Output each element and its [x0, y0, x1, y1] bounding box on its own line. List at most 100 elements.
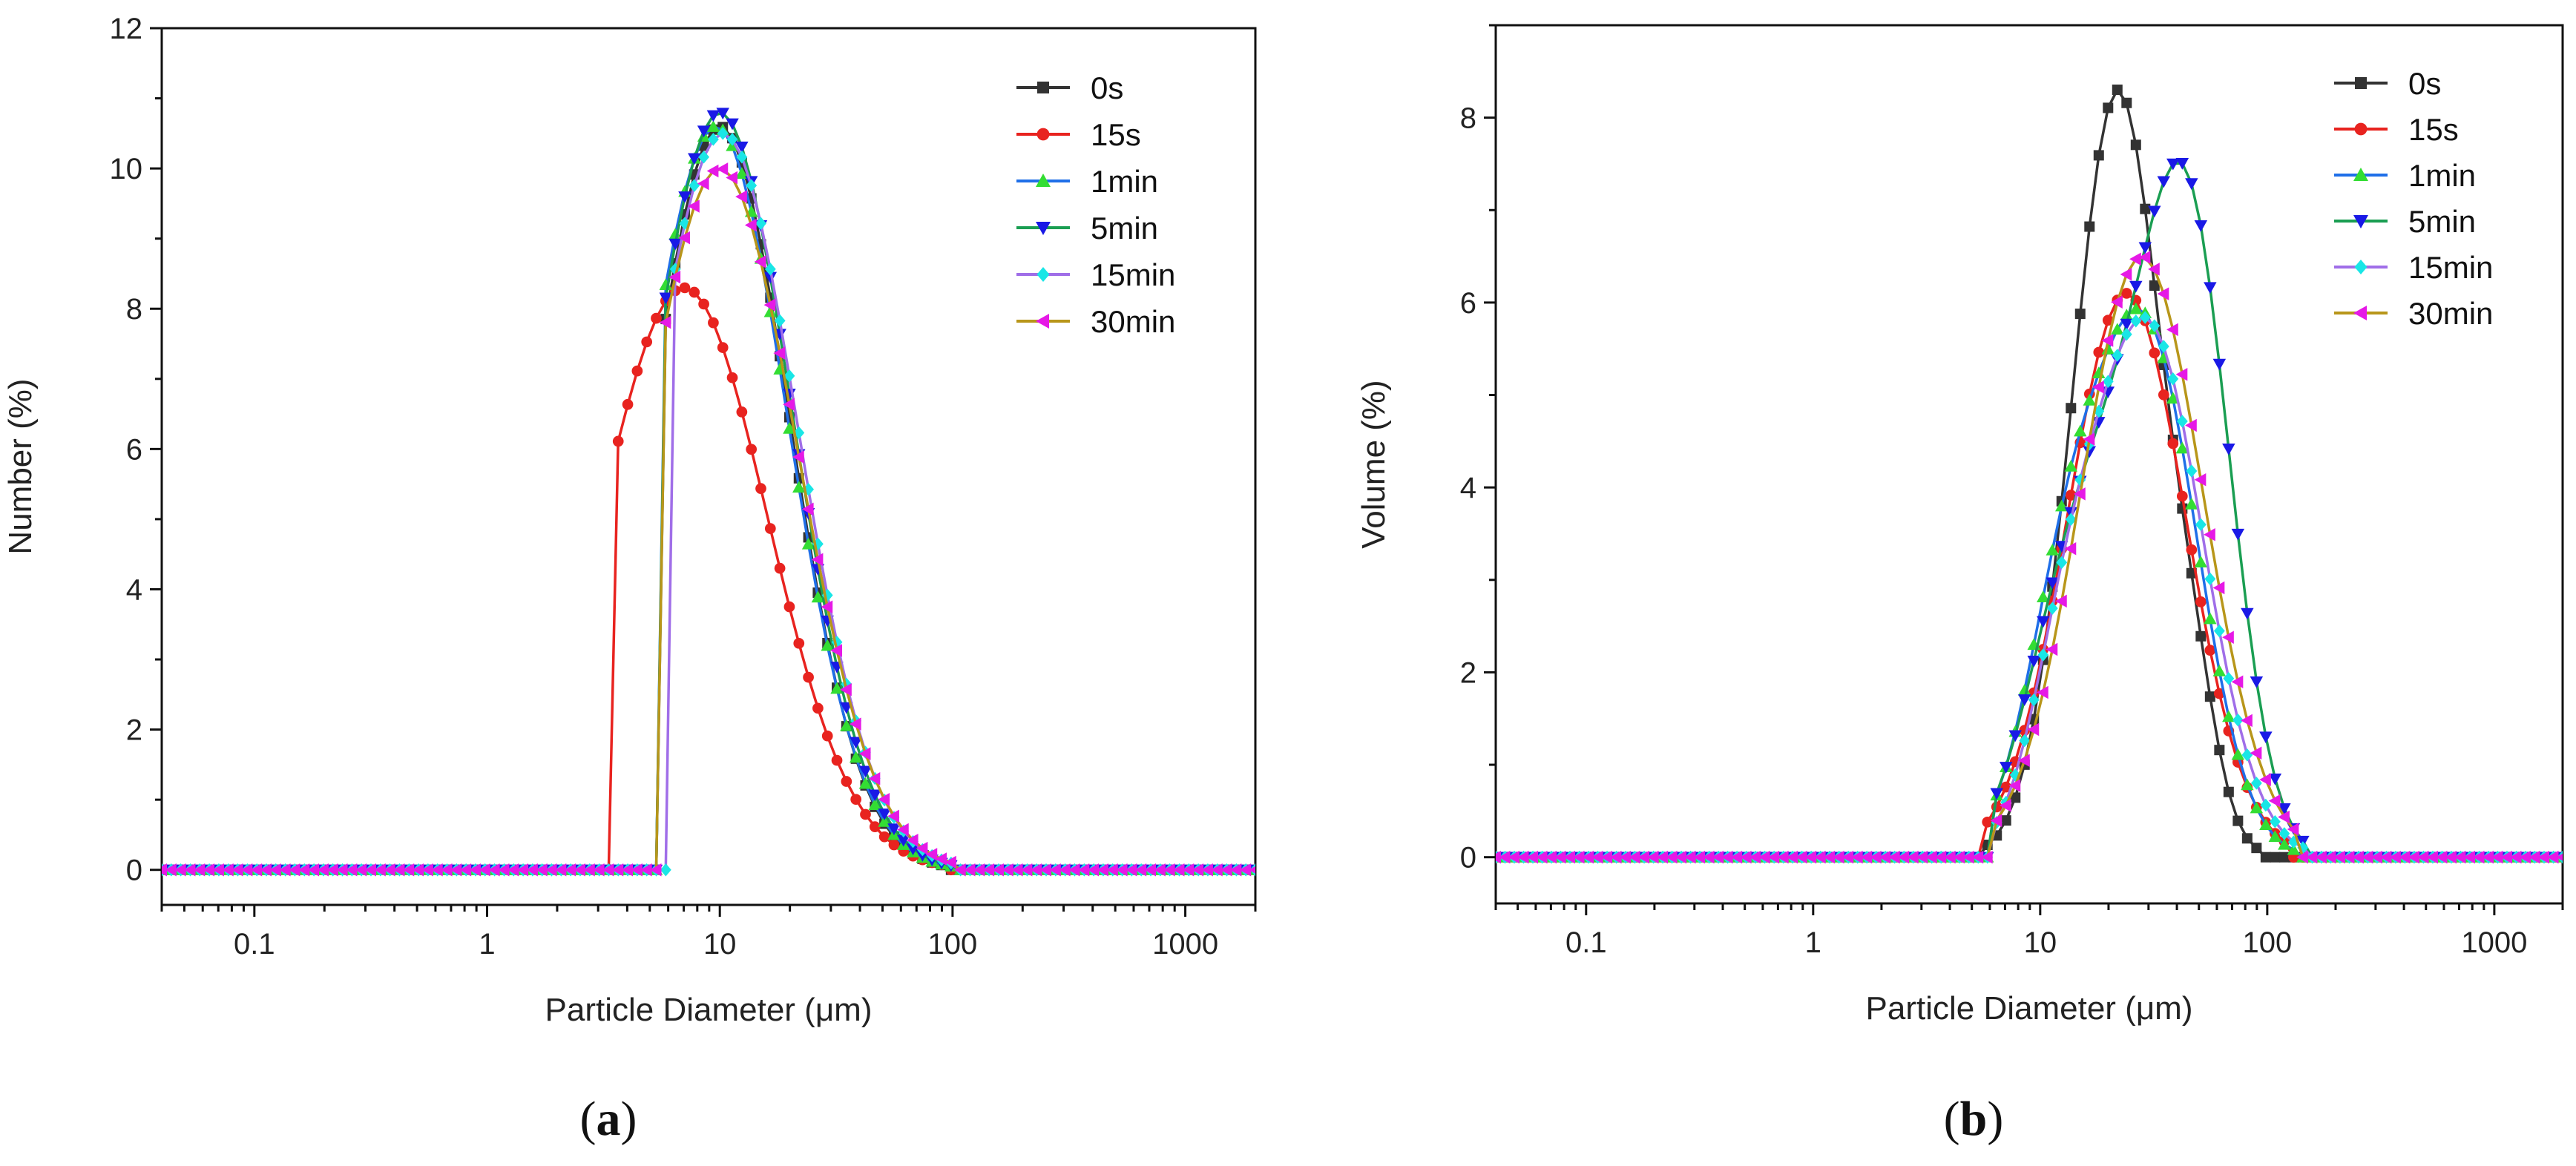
data-point-30min [231, 863, 243, 877]
data-point-30min [1804, 850, 1817, 864]
data-point-5min [1990, 788, 2003, 800]
data-point-30min [1832, 850, 1844, 864]
data-point-30min [668, 270, 681, 284]
data-point-15s [764, 523, 776, 534]
y-tick-label: 6 [1460, 287, 1476, 320]
data-point-1min [2212, 664, 2227, 676]
data-point-30min [1962, 850, 1974, 864]
data-point-5min [849, 737, 863, 749]
data-point-15s [2204, 645, 2216, 656]
data-point-1min [706, 120, 720, 132]
series-line-15s [162, 286, 1255, 872]
data-point-30min [640, 863, 652, 877]
y-tick-label: 4 [1460, 472, 1476, 504]
data-point-15min [2120, 328, 2132, 341]
data-point-30min [2509, 850, 2522, 864]
data-point-15min [717, 127, 729, 140]
data-point-30min [1749, 850, 1761, 864]
data-point-30min [944, 855, 956, 869]
data-point-30min [1721, 850, 1733, 864]
data-point-30min [1916, 850, 1928, 864]
data-point-15s [698, 298, 709, 310]
data-point-30min [2212, 581, 2225, 595]
data-point-30min [1097, 863, 1108, 877]
data-point-15s [689, 286, 700, 298]
data-point-30min [1609, 850, 1622, 864]
data-point-30min [1841, 850, 1854, 864]
data-point-30min [2472, 850, 2485, 864]
data-point-30min [1730, 850, 1743, 864]
data-point-30min [364, 863, 376, 877]
data-point-15min [689, 179, 700, 192]
data-point-30min [554, 863, 567, 877]
data-point-30min [2305, 850, 2318, 864]
data-point-30min [935, 852, 947, 866]
data-point-30min [1572, 850, 1585, 864]
data-point-15s [831, 754, 843, 766]
data-point-5min [2185, 178, 2198, 191]
data-point-30min [1163, 863, 1175, 877]
data-point-0s [2010, 792, 2021, 803]
data-point-30min [193, 863, 206, 877]
data-point-15min [698, 150, 710, 164]
data-point-30min [1134, 863, 1147, 877]
y-tick-label: 4 [126, 573, 142, 606]
data-point-15min [2149, 319, 2161, 332]
data-point-0s [2223, 786, 2234, 797]
data-point-0s [2260, 852, 2271, 863]
data-point-30min [1675, 850, 1687, 864]
data-point-30min [688, 200, 700, 213]
data-point-30min [2101, 334, 2114, 347]
legend-label-15min: 15min [2408, 250, 2493, 285]
data-point-30min [2231, 675, 2244, 689]
data-point-30min [773, 346, 786, 360]
data-point-30min [744, 218, 757, 232]
data-point-15s [708, 317, 719, 329]
data-point-1min [2231, 748, 2245, 760]
data-point-30min [2185, 418, 2197, 432]
data-point-30min [307, 863, 320, 877]
data-point-1min [2259, 818, 2273, 831]
y-tick-label: 0 [1460, 842, 1476, 874]
data-point-15min [726, 133, 738, 146]
data-point-30min [2491, 850, 2503, 864]
data-point-30min [1563, 850, 1576, 864]
y-tick-label: 6 [126, 433, 142, 466]
data-point-30min [1182, 863, 1195, 877]
data-point-15min [2019, 734, 2031, 748]
data-point-1min [668, 228, 682, 240]
data-point-30min [2519, 850, 2531, 864]
data-point-30min [735, 190, 747, 203]
data-point-15s [774, 562, 786, 574]
panel-label-a: (a) [580, 1092, 637, 1146]
legend-label-5min: 5min [2408, 204, 2476, 239]
data-point-30min [849, 717, 861, 731]
data-point-5min [2166, 158, 2180, 171]
data-point-15s [850, 794, 862, 806]
data-point-15s [2149, 347, 2161, 359]
data-point-30min [1058, 863, 1071, 877]
data-point-5min [688, 153, 701, 165]
series-1min [1496, 302, 2563, 863]
data-point-0s [2195, 630, 2207, 642]
data-point-15s [793, 637, 805, 649]
data-point-30min [1545, 850, 1557, 864]
data-point-30min [1823, 850, 1836, 864]
data-point-15min [2176, 415, 2188, 428]
data-point-15s [869, 821, 881, 832]
data-point-15s [2167, 438, 2179, 449]
data-point-30min [183, 863, 196, 877]
data-point-30min [1906, 850, 1919, 864]
data-point-30min [716, 162, 729, 176]
data-point-30min [1220, 863, 1232, 877]
data-point-1min [2222, 710, 2235, 722]
data-point-30min [1011, 863, 1023, 877]
data-point-30min [1001, 863, 1013, 877]
plot-area [1496, 85, 2563, 864]
series-15s [1496, 288, 2563, 863]
data-point-30min [1860, 850, 1873, 864]
data-point-5min [2148, 205, 2161, 218]
data-point-30min [298, 863, 310, 877]
data-point-15min [2158, 340, 2169, 353]
data-point-30min [2379, 850, 2392, 864]
